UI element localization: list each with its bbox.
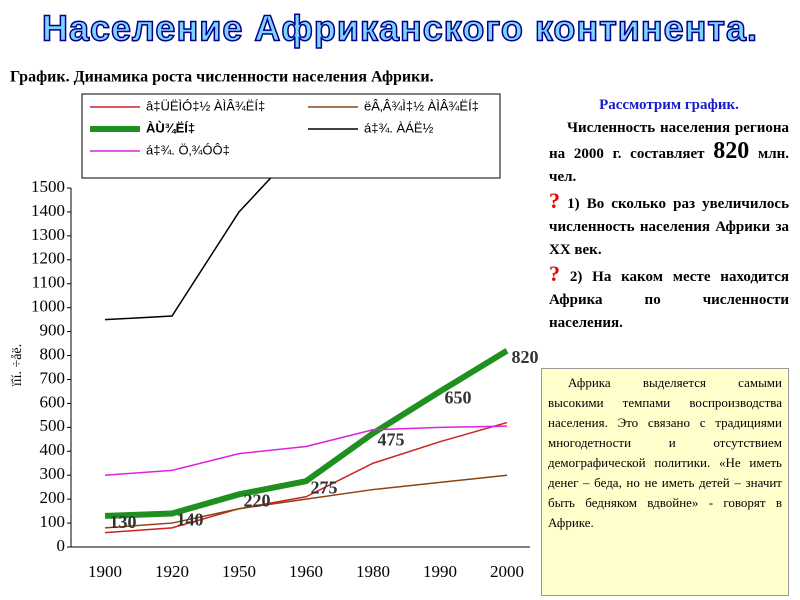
y-tick-label: 100: [40, 512, 66, 531]
x-tick-label: 1980: [356, 562, 390, 581]
data-label: 140: [177, 510, 204, 530]
y-tick-label: 200: [40, 488, 66, 507]
fact: Численность населения региона на 2000 г.…: [549, 120, 789, 162]
series-line: [104, 348, 509, 519]
legend-box: [81, 93, 501, 179]
series-line: [104, 425, 508, 476]
y-tick-label: 1100: [32, 273, 65, 292]
y-tick-label: 1200: [31, 249, 65, 268]
question: 1) Во сколько раз увеличилось численност…: [549, 196, 790, 258]
legend-label: á‡¾. Ö‚¾ÓÔ‡: [146, 142, 230, 157]
plot: [104, 139, 509, 534]
data-label: 275: [311, 477, 338, 497]
text-panel: Рассмотрим график. Численность населения…: [549, 94, 789, 335]
question-mark: ?: [549, 261, 560, 286]
y-tick-label: 700: [40, 368, 66, 387]
data-label: 220: [244, 490, 271, 510]
chart-title: График. Динамика роста численности насел…: [10, 69, 434, 86]
legend-label: ÀÙ¾ËÍ‡: [146, 120, 195, 135]
x-tick-label: 1920: [155, 562, 189, 581]
fact-number: 820: [713, 138, 750, 164]
y-tick-label: 500: [40, 416, 66, 435]
panel-heading: Рассмотрим график.: [599, 97, 739, 113]
y-tick-label: 1000: [31, 297, 65, 316]
y-tick-label: 300: [40, 464, 66, 483]
y-tick-label: 0: [57, 536, 66, 555]
x-tick-label: 2000: [490, 562, 524, 581]
data-label: 820: [512, 347, 539, 367]
y-tick-label: 1400: [31, 201, 65, 220]
note-box: Африка выделяется самыми высокими темпам…: [541, 368, 789, 596]
x-tick-label: 1960: [289, 562, 323, 581]
y-tick-label: 900: [40, 321, 66, 340]
legend-label: â‡ÜËÌÓ‡½ ÀÌÂ¾ËÍ‡: [146, 98, 265, 113]
y-tick-label: 800: [40, 344, 66, 363]
x-tick-label: 1990: [423, 562, 457, 581]
series-line: [104, 421, 508, 534]
y-tick-label: 1500: [31, 177, 65, 196]
legend-label: ëÂ‚Â¾Ì‡½ ÀÌÂ¾ËÍ‡: [364, 98, 479, 113]
y-tick-label: 400: [40, 440, 66, 459]
y-tick-label: 1300: [31, 225, 65, 244]
question: 2) На каком месте находится Африка по чи…: [549, 269, 790, 331]
fact-unit: млн. чел.: [549, 146, 790, 185]
data-label: 475: [378, 429, 405, 449]
question-mark: ?: [549, 188, 560, 213]
slide-title: Население Африканского континента.: [42, 8, 758, 49]
x-tick-label: 1950: [222, 562, 256, 581]
series-line: [104, 474, 508, 529]
y-tick-label: 600: [40, 392, 66, 411]
x-tick-label: 1900: [88, 562, 122, 581]
data-label: 650: [445, 388, 472, 408]
y-axis-label: ïîí. ÷åë.: [10, 344, 25, 387]
legend-label: á‡¾. ÀÁË½: [364, 120, 434, 135]
data-label: 130: [110, 512, 137, 532]
